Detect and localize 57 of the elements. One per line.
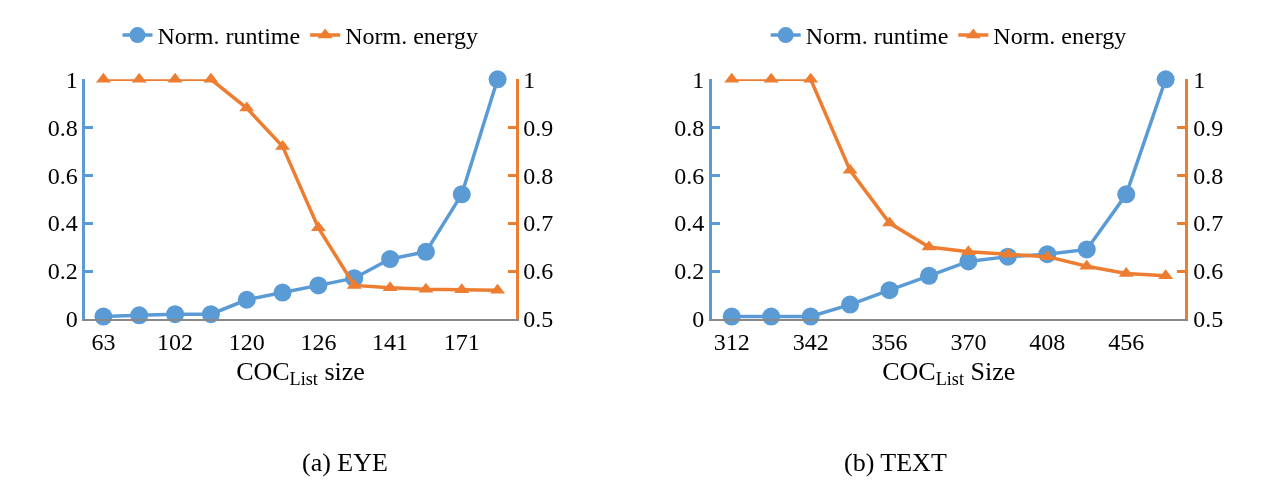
point <box>381 250 400 269</box>
y2-tick-label: 1 <box>523 66 536 93</box>
y-tick-label: 0 <box>692 306 705 333</box>
y2-tick-label: 0.7 <box>523 210 554 237</box>
y2-tick-label: 0.5 <box>1193 306 1224 333</box>
legend-label: Norm. runtime <box>805 23 949 50</box>
x-tick-label: 342 <box>792 328 829 355</box>
x-tick-label: 120 <box>228 328 265 355</box>
x-tick-label: 356 <box>871 328 908 355</box>
y-tick-label: 1 <box>65 66 78 93</box>
point <box>880 281 899 300</box>
x-axis-title: COC$_{List}$ Size <box>882 356 1016 390</box>
legend-label: Norm. runtime <box>157 23 301 50</box>
point <box>237 290 256 309</box>
y2-tick-label: 0.8 <box>523 162 554 189</box>
y-tick-label: 0.4 <box>674 210 705 237</box>
x-tick-label: 171 <box>443 328 480 355</box>
y2-tick-label: 0.9 <box>523 114 554 141</box>
y-tick-label: 0.8 <box>47 114 78 141</box>
point <box>1077 240 1096 259</box>
x-tick-label: 370 <box>950 328 987 355</box>
y-tick-label: 1 <box>692 66 705 93</box>
point <box>488 70 507 89</box>
point <box>841 295 860 314</box>
y2-tick-label: 0.6 <box>1193 258 1224 285</box>
y2-tick-label: 0.6 <box>523 258 554 285</box>
point <box>416 242 435 261</box>
y-tick-label: 0.6 <box>674 162 705 189</box>
y2-tick-label: 1 <box>1193 66 1206 93</box>
legend-label: Norm. energy <box>993 23 1127 50</box>
y2-tick-label: 0.9 <box>1193 114 1224 141</box>
y2-tick-label: 0.8 <box>1193 162 1224 189</box>
x-axis-title: COC$_{List}$ size <box>236 356 365 390</box>
x-tick-label: 63 <box>91 328 116 355</box>
x-tick-label: 126 <box>300 328 337 355</box>
point <box>919 266 938 285</box>
x-tick-label: 312 <box>713 328 750 355</box>
y-tick-label: 0.8 <box>674 114 705 141</box>
point <box>452 185 471 204</box>
x-tick-label: 408 <box>1029 328 1066 355</box>
y-tick-label: 0.6 <box>47 162 78 189</box>
point <box>309 276 328 295</box>
x-tick-label: 102 <box>157 328 194 355</box>
legend-label: Norm. energy <box>345 23 478 50</box>
x-tick-label: 141 <box>372 328 409 355</box>
text: (a) EYE <box>302 448 388 477</box>
x-tick-label: 456 <box>1108 328 1145 355</box>
y2-tick-label: 0.7 <box>1193 210 1224 237</box>
y2-tick-label: 0.5 <box>523 306 554 333</box>
y-tick-label: 0.4 <box>47 210 78 237</box>
point <box>1156 70 1175 89</box>
text: (b) TEXT <box>844 448 947 477</box>
point <box>273 283 292 302</box>
y-tick-label: 0 <box>65 306 78 333</box>
y-tick-label: 0.2 <box>674 258 705 285</box>
y-tick-label: 0.2 <box>47 258 78 285</box>
point <box>1117 185 1136 204</box>
